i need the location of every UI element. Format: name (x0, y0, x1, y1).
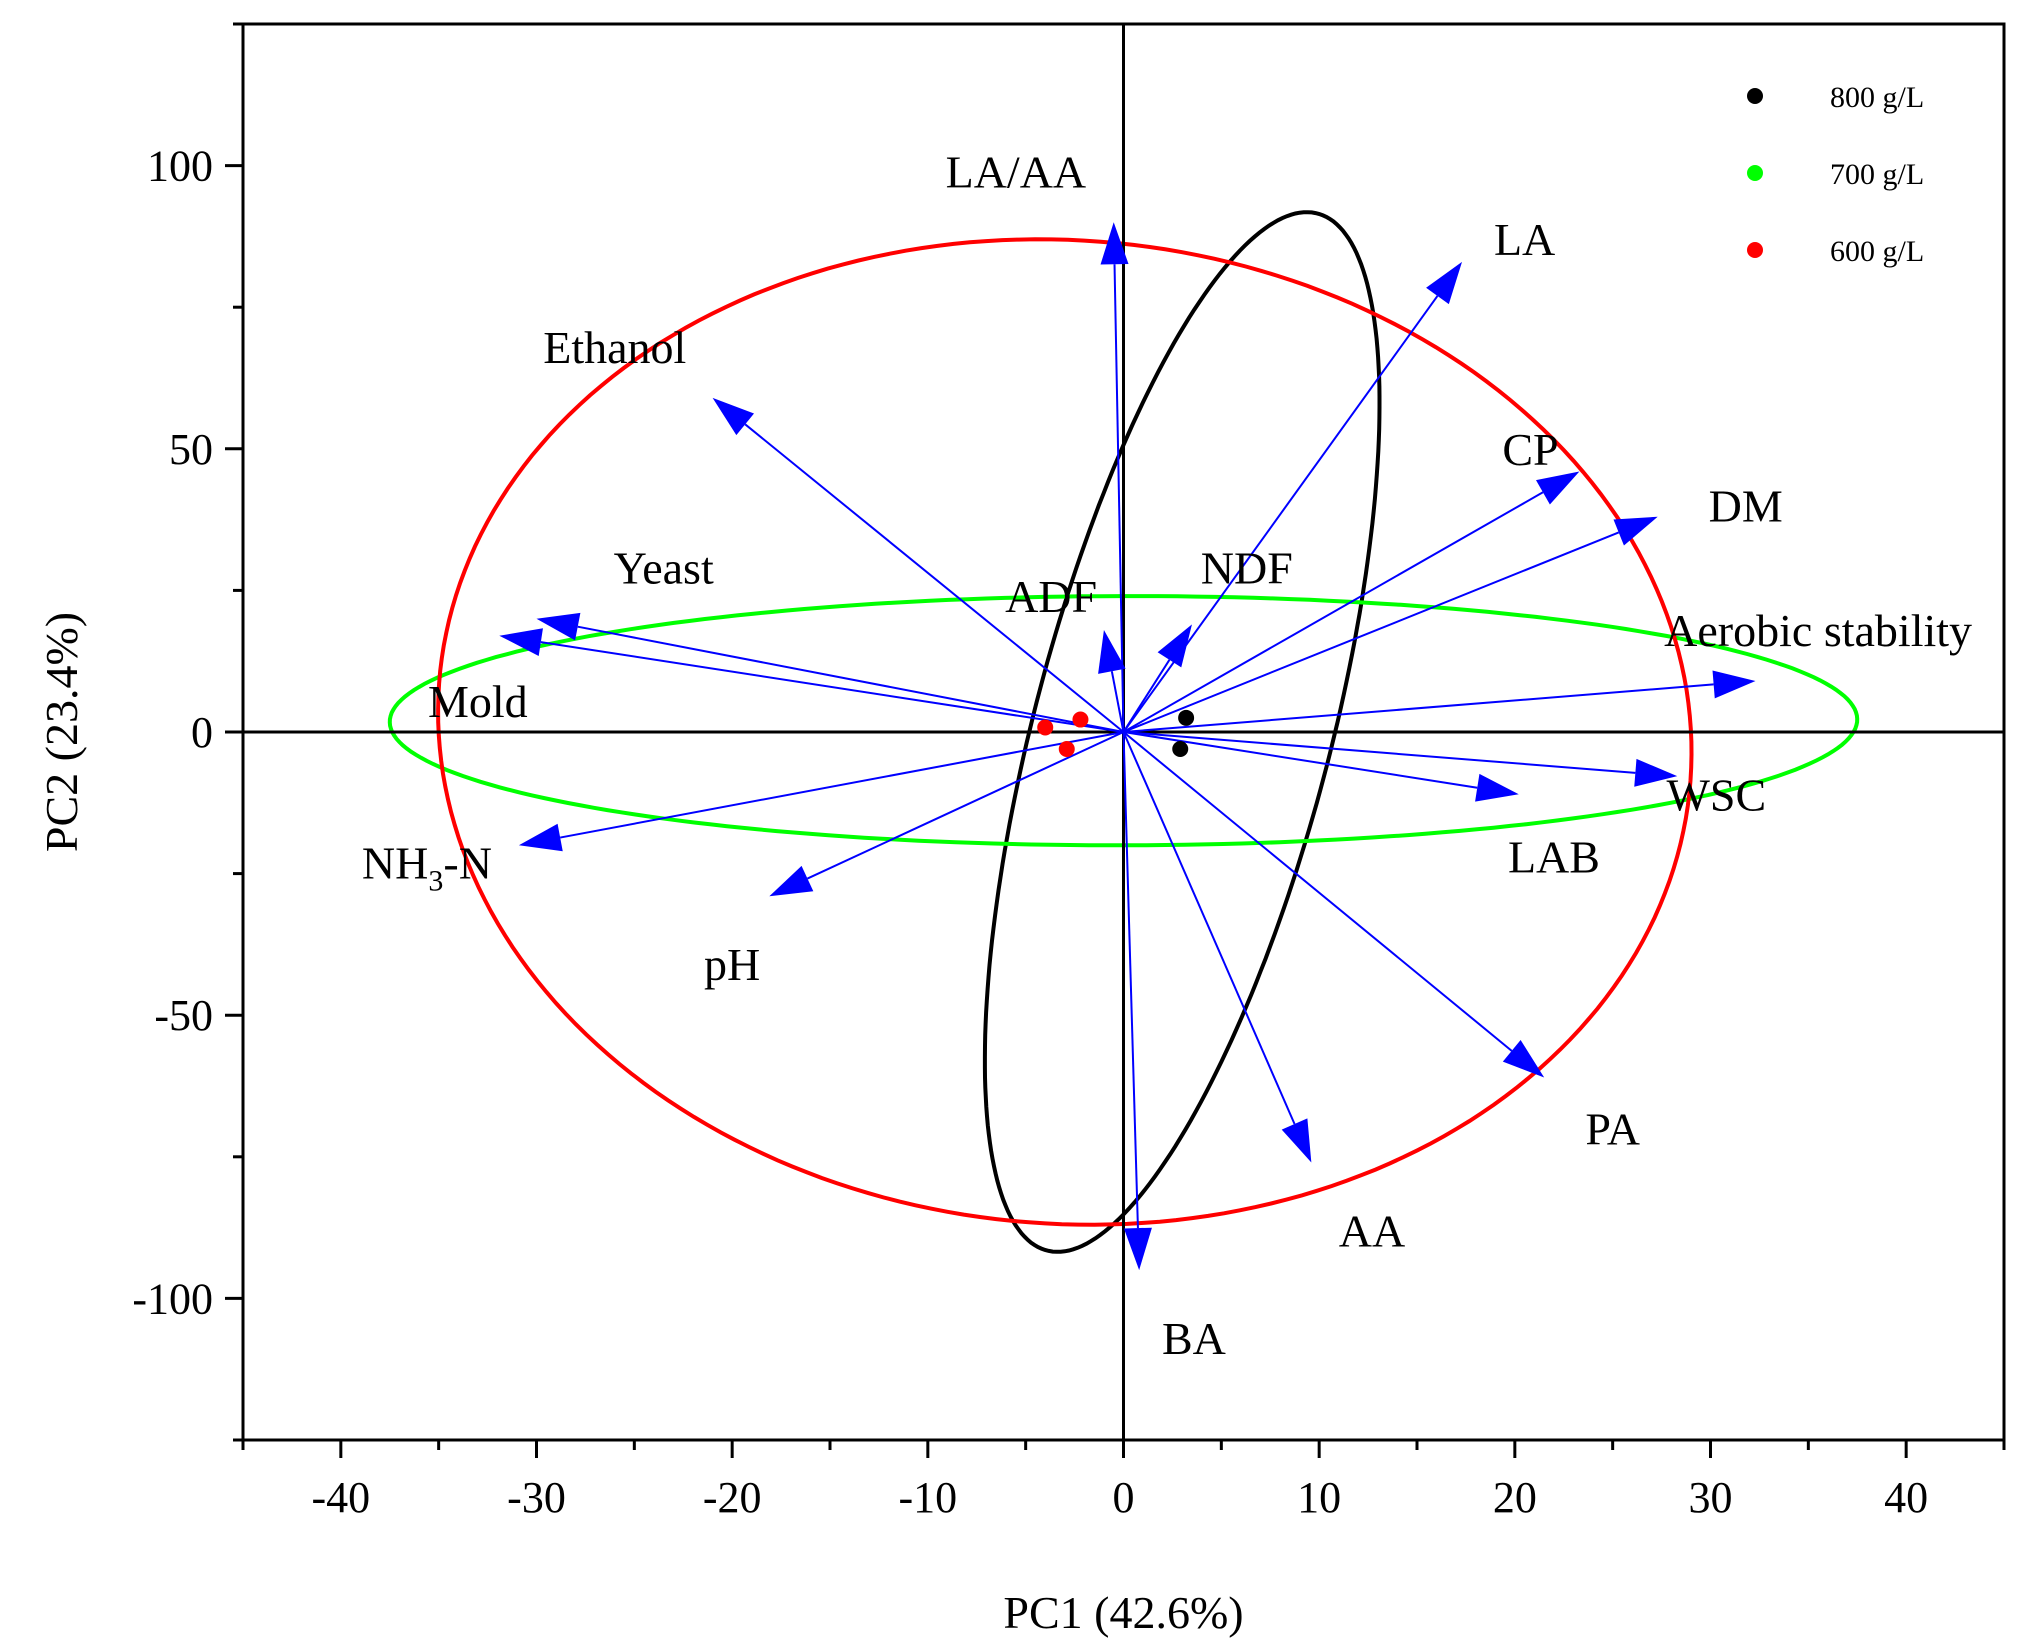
confidence-ellipse-600-g-l (436, 237, 1694, 1227)
loading-arrowhead-dm (1613, 516, 1658, 546)
y-tick-label: 0 (191, 708, 213, 757)
legend-label-600-g-l: 600 g/L (1830, 235, 1924, 268)
loading-arrow-mold (540, 641, 1124, 733)
loading-arrowhead-cp (1535, 471, 1580, 505)
x-axis-title: PC1 (42.6%) (1003, 1587, 1243, 1638)
loading-arrow-pa (1122, 731, 1513, 1052)
x-tick-label: 20 (1493, 1473, 1537, 1522)
x-tick-label: -40 (312, 1473, 371, 1522)
legend-label-700-g-l: 700 g/L (1830, 158, 1924, 191)
x-tick-label: 40 (1884, 1473, 1928, 1522)
loading-label-nh3-n: NH3-N (362, 837, 492, 897)
loading-label-wsc: WSC (1667, 769, 1767, 820)
loading-label-aa: AA (1339, 1205, 1405, 1256)
x-tick-label: 10 (1297, 1473, 1341, 1522)
loading-arrow-ba (1122, 731, 1139, 1229)
loading-label-adf: ADF (1005, 571, 1097, 622)
loading-arrow-aerobic-stability (1123, 683, 1714, 733)
loading-arrowhead-ndf (1157, 624, 1192, 668)
y-tick-label: -100 (132, 1274, 213, 1323)
loading-arrowhead-adf (1098, 630, 1126, 674)
legend-label-800-g-l: 800 g/L (1830, 81, 1924, 114)
point-600-g-l (1058, 740, 1075, 757)
y-tick-label: -50 (154, 991, 213, 1040)
loading-label-ph: pH (704, 939, 760, 990)
y-tick-label: 100 (147, 142, 213, 191)
loading-label-lab: LAB (1508, 832, 1600, 883)
loading-label-ba: BA (1162, 1313, 1226, 1364)
loading-label-ethanol: Ethanol (543, 322, 686, 373)
loading-arrow-yeast (577, 625, 1124, 733)
loading-label-mold: Mold (428, 676, 528, 727)
loading-arrowhead-ph (769, 865, 814, 897)
legend-marker-700-g-l (1747, 165, 1763, 181)
loading-arrowhead-lab (1475, 773, 1519, 802)
loading-arrow-la-aa (1113, 264, 1125, 733)
loading-label-ndf: NDF (1201, 543, 1293, 594)
point-600-g-l (1072, 711, 1089, 728)
x-tick-label: -10 (899, 1473, 958, 1522)
x-tick-label: 0 (1113, 1473, 1135, 1522)
y-axis-title: PC2 (23.4%) (36, 612, 87, 852)
loading-arrowhead-aerobic-stability (1712, 670, 1756, 699)
point-600-g-l (1037, 719, 1054, 736)
loading-arrowhead-aa (1281, 1118, 1312, 1163)
x-tick-label: 30 (1689, 1473, 1733, 1522)
legend-marker-600-g-l (1747, 242, 1763, 258)
loading-arrowhead-la-aa (1100, 222, 1129, 265)
loading-arrow-aa (1122, 731, 1296, 1125)
loading-label-aerobic-stability: Aerobic stability (1664, 605, 1972, 656)
legend-marker-800-g-l (1747, 88, 1763, 104)
point-800-g-l (1178, 709, 1195, 726)
loading-label-la-aa: LA/AA (946, 146, 1087, 197)
loading-arrowhead-nh3-n (518, 823, 563, 852)
loading-label-cp: CP (1502, 424, 1558, 475)
loading-arrow-cp (1123, 491, 1544, 733)
loading-arrowhead-wsc (1634, 758, 1678, 787)
x-tick-label: -30 (507, 1473, 566, 1522)
loading-arrow-wsc (1123, 731, 1636, 774)
legend: 800 g/L 700 g/L 600 g/L (1747, 81, 1924, 268)
point-800-g-l (1172, 740, 1189, 757)
confidence-ellipse-800-g-l (982, 210, 1382, 1254)
y-tick-label: 50 (169, 425, 213, 474)
loading-arrow-ethanol (744, 423, 1125, 733)
loading-arrowhead-pa (1502, 1040, 1545, 1078)
loading-arrowhead-ba (1123, 1227, 1152, 1271)
loading-arrow-ph (807, 731, 1124, 880)
loading-arrow-ndf (1122, 659, 1171, 733)
loading-label-dm: DM (1709, 480, 1783, 531)
x-tick-label: -20 (703, 1473, 762, 1522)
loading-label-yeast: Yeast (614, 543, 714, 594)
loading-arrowhead-yeast (536, 612, 581, 641)
loading-arrow-dm (1123, 531, 1620, 733)
loading-arrow-lab (1123, 731, 1478, 789)
loading-label-pa: PA (1585, 1103, 1640, 1154)
loading-arrowhead-ethanol (712, 397, 755, 436)
loading-arrowhead-la (1426, 261, 1463, 305)
loading-arrow-la (1122, 295, 1439, 733)
loading-arrow-nh3-n (559, 731, 1124, 839)
loading-arrowhead-mold (499, 628, 543, 656)
confidence-ellipse-700-g-l (387, 594, 1860, 848)
loading-arrow-adf (1110, 671, 1125, 733)
loading-label-la: LA (1494, 214, 1555, 265)
